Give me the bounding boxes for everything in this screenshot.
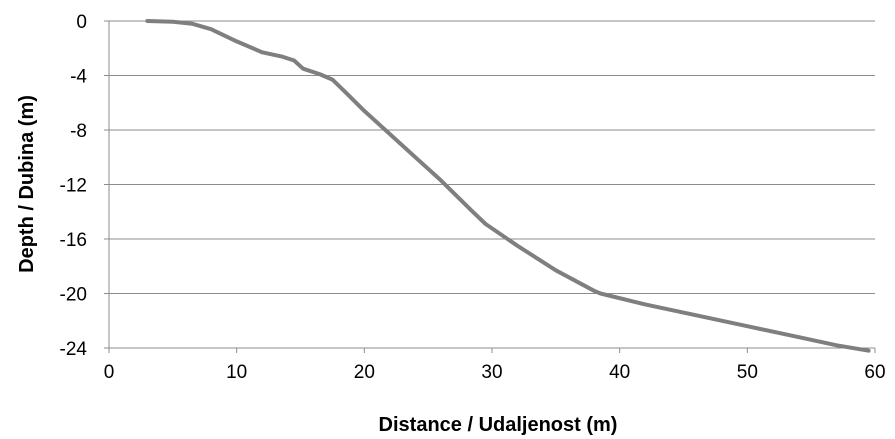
tick-labels: 0 -4 -8 -12 -16 -20 -24 0 10 20 30 40 50 60 xyxy=(60,12,886,383)
y-tick-label-1: -4 xyxy=(70,67,87,88)
x-tick-label-4: 40 xyxy=(609,362,630,383)
x-axis-title: Distance / Udaljenost (m) xyxy=(379,414,618,436)
x-tick-label-1: 10 xyxy=(226,362,247,383)
series-layer xyxy=(145,19,871,353)
x-tick-label-0: 0 xyxy=(104,362,115,383)
axes xyxy=(104,20,876,353)
x-tick-label-6: 60 xyxy=(864,362,885,383)
y-axis-title: Depth / Dubina (m) xyxy=(16,95,38,273)
y-tick-label-4: -16 xyxy=(60,230,87,251)
x-tick-label-2: 20 xyxy=(354,362,375,383)
x-tick-label-3: 30 xyxy=(481,362,502,383)
series-line-0 xyxy=(145,19,871,353)
y-tick-label-0: 0 xyxy=(76,12,87,33)
y-tick-label-3: -12 xyxy=(60,176,87,197)
gridlines xyxy=(109,20,875,294)
y-tick-label-6: -24 xyxy=(60,339,88,360)
x-tick-label-5: 50 xyxy=(737,362,758,383)
y-tick-label-2: -8 xyxy=(70,121,87,142)
y-tick-label-5: -20 xyxy=(60,285,87,306)
